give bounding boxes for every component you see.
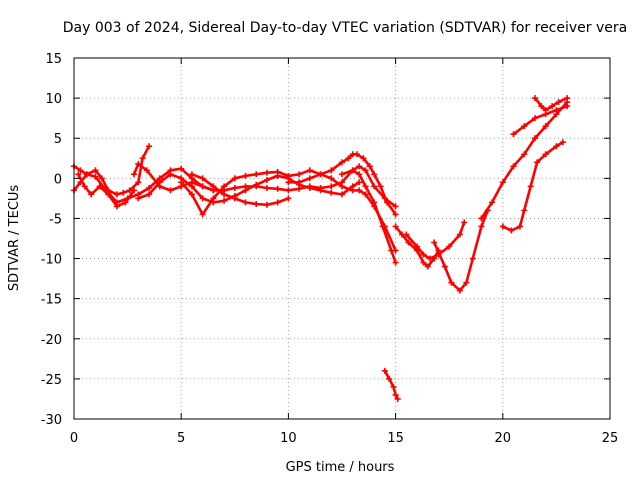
- y-tick-label: -25: [41, 373, 62, 388]
- plot-frame: [73, 57, 611, 420]
- x-tick-label: 20: [495, 431, 512, 446]
- y-tick-label: -10: [41, 253, 62, 268]
- series-line: [340, 169, 397, 264]
- chart-title: Day 003 of 2024, Sidereal Day-to-day VTE…: [63, 20, 627, 36]
- data-series: [71, 95, 571, 402]
- series-track-7: [188, 171, 292, 208]
- series-line: [72, 144, 151, 196]
- axis-ticks: 0 5 10 15 20 25 15 10 5 0 -5 -10 -15 -20 -25 -30: [41, 52, 619, 446]
- y-tick-label: 5: [54, 132, 62, 147]
- series-line: [137, 173, 361, 204]
- x-tick-label: 10: [280, 431, 297, 446]
- series-track-12: [431, 207, 491, 294]
- y-tick-label: -30: [41, 413, 62, 428]
- y-tick-label: 15: [45, 52, 62, 67]
- y-tick-label: -15: [41, 293, 62, 308]
- x-axis-label: GPS time / hours: [286, 460, 395, 475]
- series-track-3: [75, 171, 138, 210]
- series-track-16: [531, 95, 571, 114]
- series-line: [432, 209, 490, 292]
- series-track-14: [499, 139, 566, 234]
- series-track-17: [381, 367, 401, 402]
- x-tick-label: 25: [602, 431, 619, 446]
- series-track-8: [285, 151, 399, 218]
- x-tick-label: 5: [177, 431, 185, 446]
- y-tick-label: -5: [49, 212, 62, 227]
- series-line: [190, 173, 290, 207]
- series-line: [394, 225, 440, 268]
- y-tick-label: 0: [54, 172, 62, 187]
- series-line: [480, 100, 569, 220]
- y-tick-label: 10: [45, 92, 62, 107]
- series-line: [404, 221, 466, 260]
- y-axis-label: SDTVAR / TECUs: [7, 185, 22, 292]
- series-track-15: [510, 103, 571, 138]
- x-tick-label: 15: [387, 431, 404, 446]
- series-track-11: [403, 219, 468, 262]
- series-track-13: [478, 99, 571, 222]
- series-line: [179, 169, 397, 252]
- series-track-6: [178, 167, 399, 254]
- grid: [74, 58, 610, 419]
- series-track-10: [392, 223, 442, 270]
- y-tick-label: -20: [41, 333, 62, 348]
- x-tick-label: 0: [70, 431, 78, 446]
- series-track-9: [339, 167, 399, 266]
